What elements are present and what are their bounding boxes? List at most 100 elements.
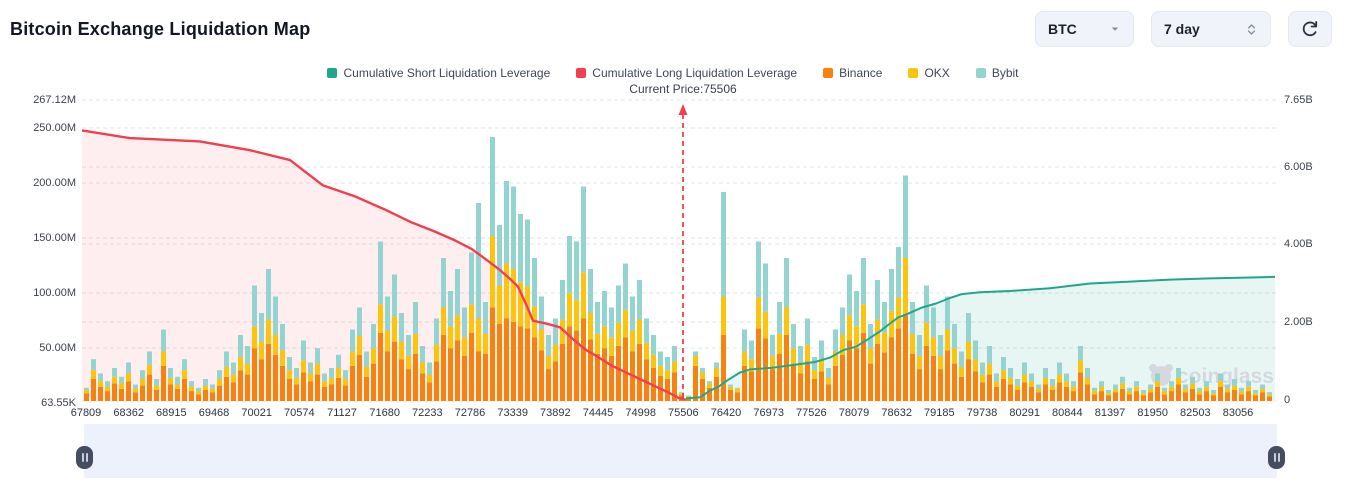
- bar[interactable]: [574, 241, 579, 402]
- bar[interactable]: [266, 269, 271, 401]
- bar[interactable]: [406, 335, 411, 401]
- bar[interactable]: [539, 296, 544, 402]
- bar[interactable]: [980, 362, 985, 402]
- bar[interactable]: [1141, 390, 1146, 401]
- range-scrollbar[interactable]: [76, 424, 1285, 478]
- bar[interactable]: [889, 269, 894, 401]
- bar[interactable]: [1092, 387, 1097, 401]
- bar[interactable]: [455, 269, 460, 401]
- bar[interactable]: [973, 340, 978, 402]
- bar[interactable]: [882, 302, 887, 401]
- bar[interactable]: [364, 351, 369, 402]
- bar[interactable]: [1148, 384, 1153, 402]
- bar[interactable]: [203, 379, 208, 401]
- bar[interactable]: [777, 302, 782, 401]
- bar[interactable]: [301, 340, 306, 402]
- bar[interactable]: [441, 258, 446, 401]
- bar[interactable]: [987, 346, 992, 401]
- bar[interactable]: [581, 186, 586, 402]
- bar[interactable]: [756, 241, 761, 402]
- bar[interactable]: [763, 263, 768, 402]
- bar[interactable]: [644, 318, 649, 402]
- bar[interactable]: [1071, 381, 1076, 401]
- bar[interactable]: [1225, 384, 1230, 402]
- legend-item-binance[interactable]: Binance: [823, 66, 882, 80]
- bar[interactable]: [1176, 368, 1181, 401]
- bar[interactable]: [378, 241, 383, 402]
- bar[interactable]: [854, 291, 859, 401]
- bar[interactable]: [448, 291, 453, 401]
- bar[interactable]: [532, 258, 537, 401]
- legend-item-cumulative-short[interactable]: Cumulative Short Liquidation Leverage: [327, 66, 550, 80]
- bar[interactable]: [308, 362, 313, 402]
- bar[interactable]: [952, 324, 957, 401]
- bar[interactable]: [910, 302, 915, 401]
- bar[interactable]: [231, 362, 236, 402]
- bar[interactable]: [168, 368, 173, 401]
- bar[interactable]: [1155, 373, 1160, 402]
- bar[interactable]: [798, 346, 803, 401]
- bar[interactable]: [560, 280, 565, 401]
- bar[interactable]: [924, 285, 929, 402]
- bar[interactable]: [1113, 384, 1118, 402]
- bar[interactable]: [1190, 376, 1195, 401]
- bar[interactable]: [371, 324, 376, 401]
- bar[interactable]: [210, 384, 215, 402]
- bar[interactable]: [483, 302, 488, 401]
- bar[interactable]: [112, 368, 117, 401]
- bar[interactable]: [728, 384, 733, 402]
- bar[interactable]: [1246, 381, 1251, 401]
- bar[interactable]: [686, 395, 691, 402]
- bar[interactable]: [140, 370, 145, 401]
- bar[interactable]: [917, 335, 922, 401]
- bar[interactable]: [567, 236, 572, 401]
- bar[interactable]: [98, 373, 103, 402]
- bar[interactable]: [1127, 387, 1132, 401]
- bar[interactable]: [1134, 381, 1139, 401]
- bar[interactable]: [392, 274, 397, 402]
- bar[interactable]: [609, 307, 614, 402]
- bar[interactable]: [1008, 368, 1013, 401]
- bar[interactable]: [546, 335, 551, 401]
- legend-item-bybit[interactable]: Bybit: [975, 66, 1019, 80]
- bar[interactable]: [833, 329, 838, 402]
- bar[interactable]: [861, 258, 866, 401]
- bar[interactable]: [154, 379, 159, 401]
- bar[interactable]: [742, 329, 747, 402]
- bar[interactable]: [420, 346, 425, 401]
- bar[interactable]: [721, 192, 726, 401]
- bar[interactable]: [217, 370, 222, 401]
- range-select[interactable]: 7 day: [1151, 11, 1271, 47]
- bar[interactable]: [350, 329, 355, 402]
- bar[interactable]: [133, 384, 138, 402]
- bar[interactable]: [1162, 387, 1167, 401]
- bar[interactable]: [1204, 381, 1209, 401]
- bar[interactable]: [707, 381, 712, 401]
- bar[interactable]: [1197, 387, 1202, 401]
- bar[interactable]: [868, 324, 873, 401]
- bar[interactable]: [434, 318, 439, 402]
- bar[interactable]: [315, 348, 320, 401]
- bar[interactable]: [196, 387, 201, 401]
- bar[interactable]: [945, 296, 950, 402]
- bar[interactable]: [819, 340, 824, 402]
- scrollbar-right-handle[interactable]: [1268, 446, 1285, 469]
- bar[interactable]: [1120, 376, 1125, 401]
- bar[interactable]: [287, 357, 292, 401]
- bar[interactable]: [1001, 357, 1006, 401]
- bar[interactable]: [91, 359, 96, 401]
- bar[interactable]: [714, 362, 719, 402]
- bar[interactable]: [126, 362, 131, 402]
- bar[interactable]: [1106, 390, 1111, 401]
- bar[interactable]: [665, 357, 670, 401]
- bar[interactable]: [147, 351, 152, 402]
- bar[interactable]: [623, 263, 628, 402]
- bar[interactable]: [189, 381, 194, 401]
- bar[interactable]: [966, 313, 971, 401]
- bar[interactable]: [1057, 362, 1062, 402]
- legend-item-okx[interactable]: OKX: [908, 66, 950, 80]
- bar[interactable]: [595, 302, 600, 401]
- bar[interactable]: [511, 186, 516, 402]
- bar[interactable]: [385, 296, 390, 402]
- bar[interactable]: [399, 313, 404, 401]
